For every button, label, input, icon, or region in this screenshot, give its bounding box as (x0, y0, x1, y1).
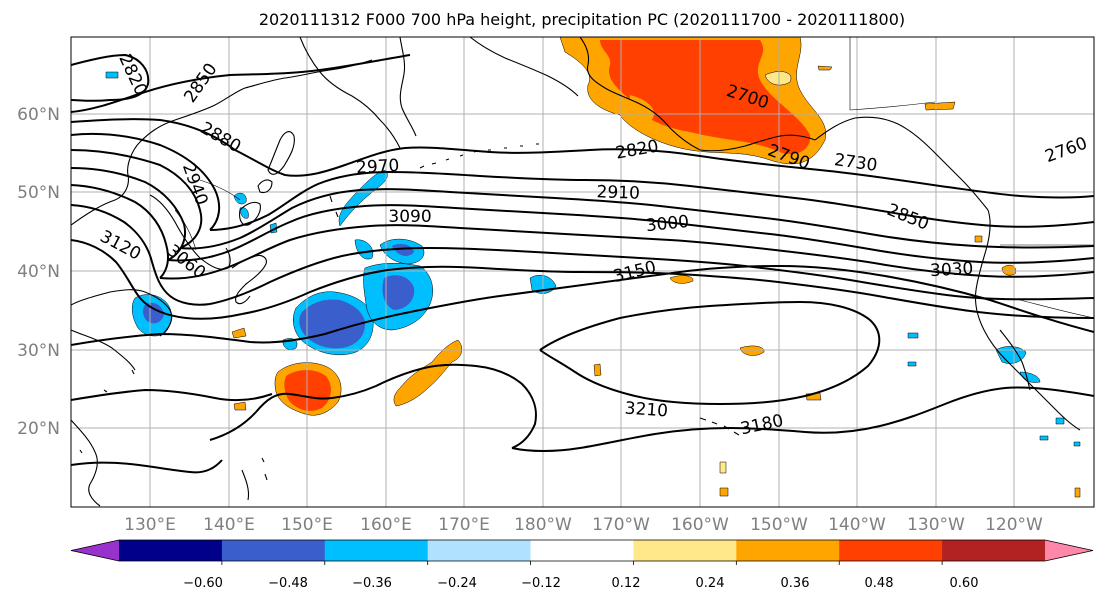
lon-label: 170°W (592, 515, 650, 535)
precip-positive-shading (231, 37, 1081, 498)
colorbar-segment (942, 540, 1046, 561)
lon-label: 160°W (671, 515, 729, 535)
colorbar-segment (633, 540, 737, 561)
lat-label: 20°N (17, 419, 60, 439)
colorbar-segment (427, 540, 532, 561)
colorbar-tick-label: 0.60 (950, 576, 979, 591)
lon-label: 150°W (750, 515, 808, 535)
lon-label: 130°W (907, 515, 965, 535)
colorbar-tick-label: 0.12 (612, 576, 641, 591)
colorbar-tick-label: −0.48 (268, 576, 308, 591)
contour-label: 3000 (645, 212, 690, 236)
colorbar-extend-low (71, 540, 119, 561)
lon-label: 130°E (124, 515, 176, 535)
colorbar-tick-label: −0.60 (183, 576, 223, 591)
colorbar-segment (221, 540, 326, 561)
lon-label: 140°W (828, 515, 886, 535)
lat-label: 30°N (17, 341, 60, 361)
contour-label: 2970 (356, 156, 400, 178)
colorbar-labels: −0.60 −0.48 −0.36 −0.24 −0.12 0.12 0.24 … (183, 576, 978, 591)
colorbar (70, 539, 1094, 565)
colorbar-tick-label: 0.24 (696, 576, 725, 591)
lon-label: 160°E (360, 515, 412, 535)
contour-label: 2910 (596, 182, 640, 203)
lon-label: 120°W (985, 515, 1043, 535)
longitude-labels: 130°E 140°E 150°E 160°E 170°E 180°W 170°… (124, 515, 1043, 535)
lon-label: 140°E (203, 515, 255, 535)
lat-label: 50°N (17, 183, 60, 203)
colorbar-extend-high (1045, 540, 1093, 561)
lon-label: 180°W (514, 515, 572, 535)
colorbar-tick-label: 0.48 (865, 576, 894, 591)
colorbar-segment (839, 540, 943, 561)
contour-label: 3030 (930, 259, 974, 281)
colorbar-tick-label: −0.24 (437, 576, 477, 591)
precip-negative-shading (105, 71, 1081, 447)
latitude-labels: 60°N 50°N 40°N 30°N 20°N (17, 105, 60, 439)
map-title: 2020111312 F000 700 hPa height, precipit… (259, 10, 905, 29)
colorbar-segment (530, 540, 634, 561)
colorbar-outline (70, 539, 1094, 562)
colorbar-tick-label: −0.12 (521, 576, 561, 591)
colorbar-tick-label: 0.36 (781, 576, 810, 591)
contour-label: 3210 (624, 399, 669, 422)
lat-label: 40°N (17, 262, 60, 282)
map-frame (70, 36, 1095, 508)
height-contours (71, 53, 1094, 474)
lat-label: 60°N (17, 105, 60, 125)
lon-label: 150°E (281, 515, 333, 535)
colorbar-segment (324, 540, 429, 561)
colorbar-tick-label: −0.36 (352, 576, 392, 591)
colorbar-segment (736, 540, 840, 561)
colorbar-segment (119, 540, 223, 561)
lon-label: 170°E (438, 515, 490, 535)
borders (174, 37, 1094, 319)
contour-label: 3090 (388, 207, 431, 227)
